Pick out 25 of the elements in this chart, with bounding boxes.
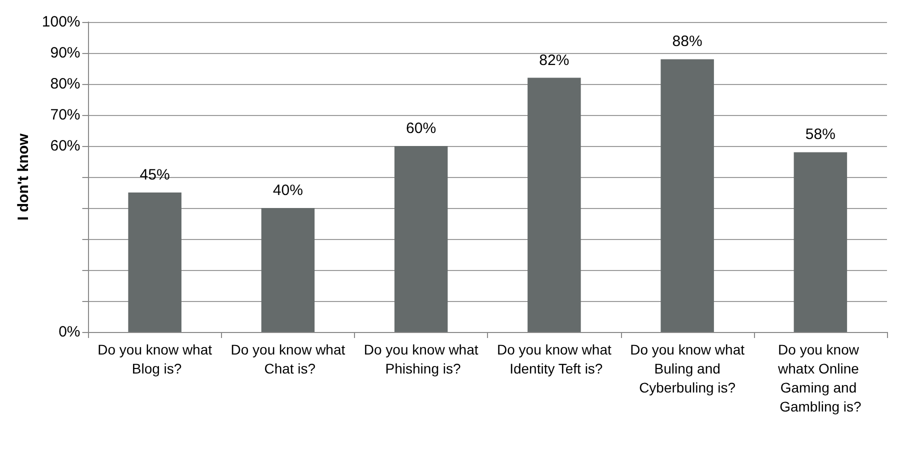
x-tick-label: Do you know what Blog is? bbox=[98, 342, 212, 376]
y-tick-label: 90% bbox=[50, 44, 80, 62]
x-tick-label: Do you know what Chat is? bbox=[230, 342, 346, 376]
x-tick-label: Do you know whatx Online Gaming and Gambling is? bbox=[777, 342, 863, 414]
bar bbox=[394, 146, 448, 332]
data-label: 88% bbox=[672, 33, 702, 50]
bar bbox=[128, 192, 182, 332]
y-tick-label: 70% bbox=[50, 106, 80, 124]
data-label: 45% bbox=[140, 166, 170, 184]
bar bbox=[660, 59, 714, 332]
bar bbox=[794, 152, 848, 332]
x-tick-label: Do you know what Identity Teft is? bbox=[496, 342, 612, 376]
bar bbox=[528, 78, 581, 332]
data-label: 60% bbox=[406, 120, 436, 137]
x-tick-label: Do you know what Phishing is? bbox=[364, 342, 478, 376]
y-tick-label: 0% bbox=[58, 324, 80, 340]
y-tick-label: 60% bbox=[50, 138, 80, 154]
y-axis-title: I don't know bbox=[15, 133, 32, 220]
data-label: 40% bbox=[272, 182, 303, 199]
y-tick-label: 100% bbox=[42, 14, 80, 30]
x-tick-label: Do you know what Buling and Cyberbuling is? bbox=[630, 342, 745, 396]
y-tick-label: 80% bbox=[50, 76, 80, 92]
data-label: 82% bbox=[539, 52, 570, 69]
bar bbox=[261, 208, 315, 332]
data-label: 58% bbox=[805, 126, 836, 144]
